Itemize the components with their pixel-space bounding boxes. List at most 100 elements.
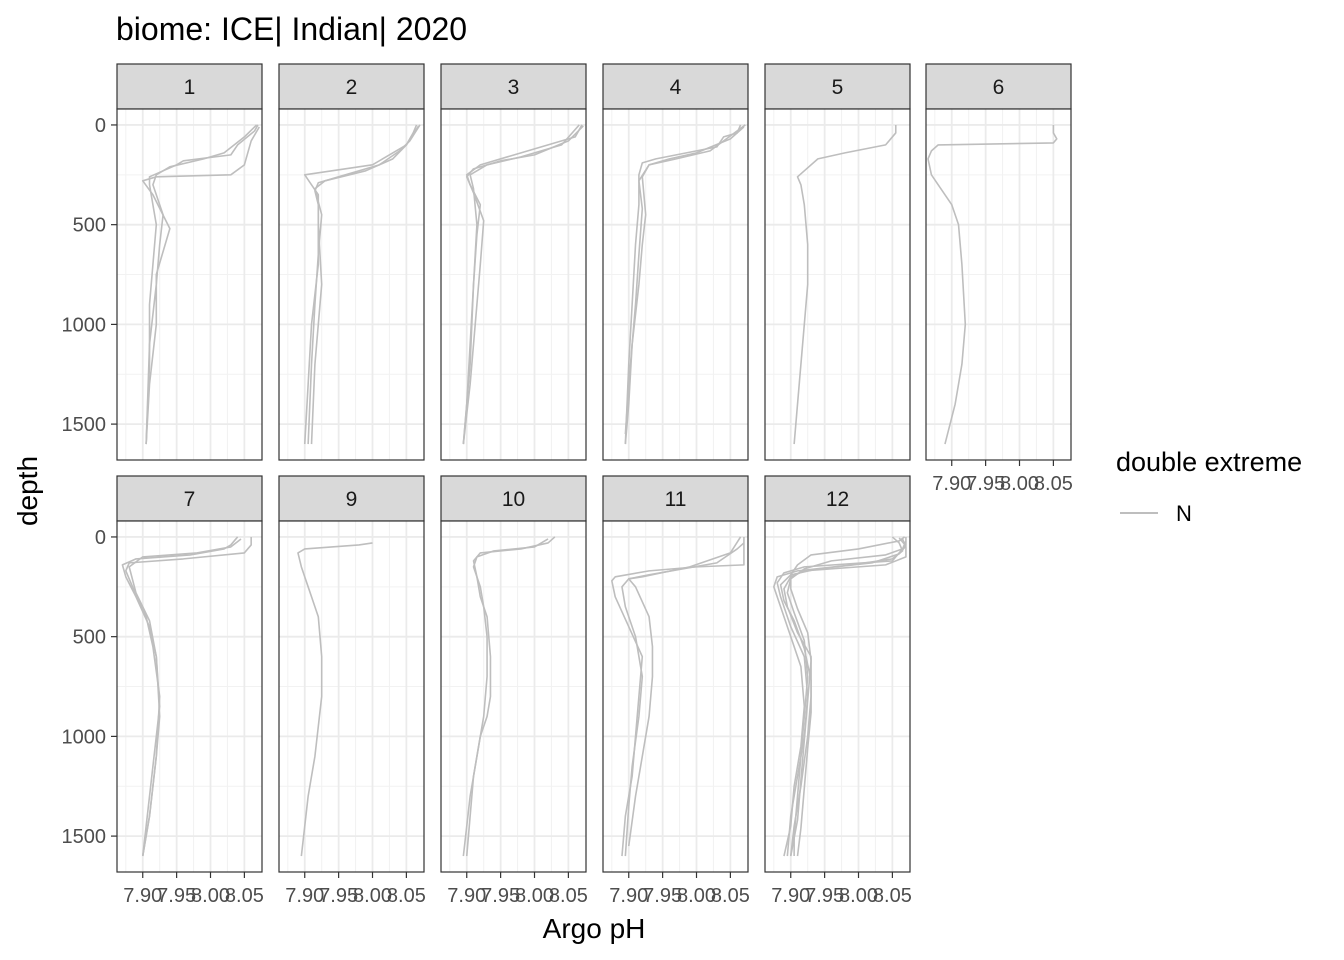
panel-border (925, 108, 1072, 461)
x-tick-label: 8.00 (839, 885, 878, 907)
panel-border (116, 520, 263, 873)
facet-panel-7: 7 0 500 1000 1500 7.907.958.008.05 (62, 475, 264, 907)
profile-line (462, 125, 584, 445)
facet-panel-5: 5 (764, 63, 911, 461)
panel-border (440, 108, 587, 461)
panel-border (764, 520, 911, 873)
facet-strip-label: 3 (508, 76, 520, 99)
legend-title: double extreme (1116, 447, 1302, 477)
facet-panel-2: 2 (278, 63, 425, 461)
panel-border (278, 520, 425, 873)
x-tick-label: 8.00 (515, 885, 554, 907)
x-tick-label: 7.95 (481, 885, 520, 907)
y-tick-label: 1000 (62, 726, 107, 748)
profile-line (779, 537, 907, 857)
facet-strip-label: 2 (346, 76, 358, 99)
x-tick-label: 8.05 (711, 885, 750, 907)
panel-background (441, 521, 586, 872)
panel-background (441, 109, 586, 460)
x-tick-label: 8.00 (353, 885, 392, 907)
profile-line (793, 124, 897, 445)
x-tick-label: 7.90 (771, 885, 810, 907)
y-tick-label: 500 (73, 627, 106, 649)
facet-strip-label: 5 (832, 76, 844, 99)
facet-panel-3: 3 (440, 63, 587, 461)
panel-background (279, 521, 424, 872)
facet-strip-label: 9 (346, 488, 358, 511)
x-tick-label: 8.05 (873, 885, 912, 907)
x-tick-label: 7.90 (285, 885, 324, 907)
x-tick-label: 8.00 (677, 885, 716, 907)
panel-background (603, 109, 748, 460)
x-tick-label: 7.95 (805, 885, 844, 907)
x-tick-label: 7.95 (643, 885, 682, 907)
facet-strip-label: 1 (184, 76, 196, 99)
y-axis-title: depth (12, 456, 43, 526)
x-tick-label: 8.05 (549, 885, 588, 907)
facet-strip-label: 4 (670, 76, 682, 99)
facet-panel-11: 11 7.907.958.008.05 (602, 475, 750, 907)
facet-strip-label: 12 (826, 488, 849, 511)
profile-line (462, 538, 549, 857)
panel-background (765, 109, 910, 460)
x-tick-label: 7.90 (447, 885, 486, 907)
x-tick-label: 7.95 (966, 473, 1005, 495)
facet-strip-5 (764, 63, 911, 110)
x-tick-label: 7.95 (157, 885, 196, 907)
profile-line (462, 124, 580, 445)
facet-strip-12 (764, 475, 911, 522)
y-tick-label: 1500 (62, 414, 107, 436)
facet-panel-9: 9 7.907.958.008.05 (278, 475, 426, 907)
y-tick-label: 500 (73, 215, 106, 237)
x-tick-label: 7.90 (123, 885, 162, 907)
x-tick-label: 8.00 (1000, 473, 1039, 495)
profile-line (789, 536, 906, 857)
facet-strip-label: 11 (665, 488, 687, 511)
legend-label: N (1176, 501, 1192, 526)
facet-strip-label: 6 (993, 76, 1005, 99)
x-tick-label: 8.05 (1034, 473, 1073, 495)
profile-line (128, 538, 242, 857)
profile-line (145, 124, 259, 445)
panel-border (764, 108, 911, 461)
x-tick-label: 7.90 (932, 473, 971, 495)
x-tick-label: 8.05 (387, 885, 426, 907)
facet-strip-4 (602, 63, 749, 110)
facet-strip-6 (925, 63, 1072, 110)
y-tick-label: 0 (95, 115, 106, 137)
facet-strip-9 (278, 475, 425, 522)
facet-panel-12: 12 7.907.958.008.05 (764, 475, 912, 907)
facet-panel-4: 4 (602, 63, 749, 461)
panel-border (116, 108, 263, 461)
facet-strip-1 (116, 63, 263, 110)
legend: double extreme N (1116, 447, 1302, 526)
profile-line (627, 536, 742, 847)
facet-strip-10 (440, 475, 587, 522)
facet-strip-label: 7 (184, 488, 196, 511)
x-tick-label: 8.00 (191, 885, 230, 907)
y-tick-label: 1000 (62, 314, 107, 336)
panel-border (440, 520, 587, 873)
profile-line (624, 124, 742, 445)
panel-border (602, 108, 749, 461)
profile-line (145, 124, 258, 445)
profile-line (927, 124, 1058, 445)
panel-background (117, 109, 262, 460)
profile-line (125, 536, 252, 857)
facet-strip-2 (278, 63, 425, 110)
y-tick-label: 0 (95, 527, 106, 549)
facet-panel-10: 10 7.907.958.008.05 (440, 475, 588, 907)
profile-line (624, 124, 746, 435)
facet-strip-3 (440, 63, 587, 110)
panel-border (278, 108, 425, 461)
profile-line (141, 126, 260, 445)
profile-line (621, 542, 745, 857)
panel-background (926, 109, 1071, 460)
x-axis-title: Argo pH (543, 913, 646, 944)
facet-panel-6: 6 7.907.958.008.05 (925, 63, 1073, 495)
x-tick-label: 7.90 (609, 885, 648, 907)
x-tick-label: 7.95 (319, 885, 358, 907)
